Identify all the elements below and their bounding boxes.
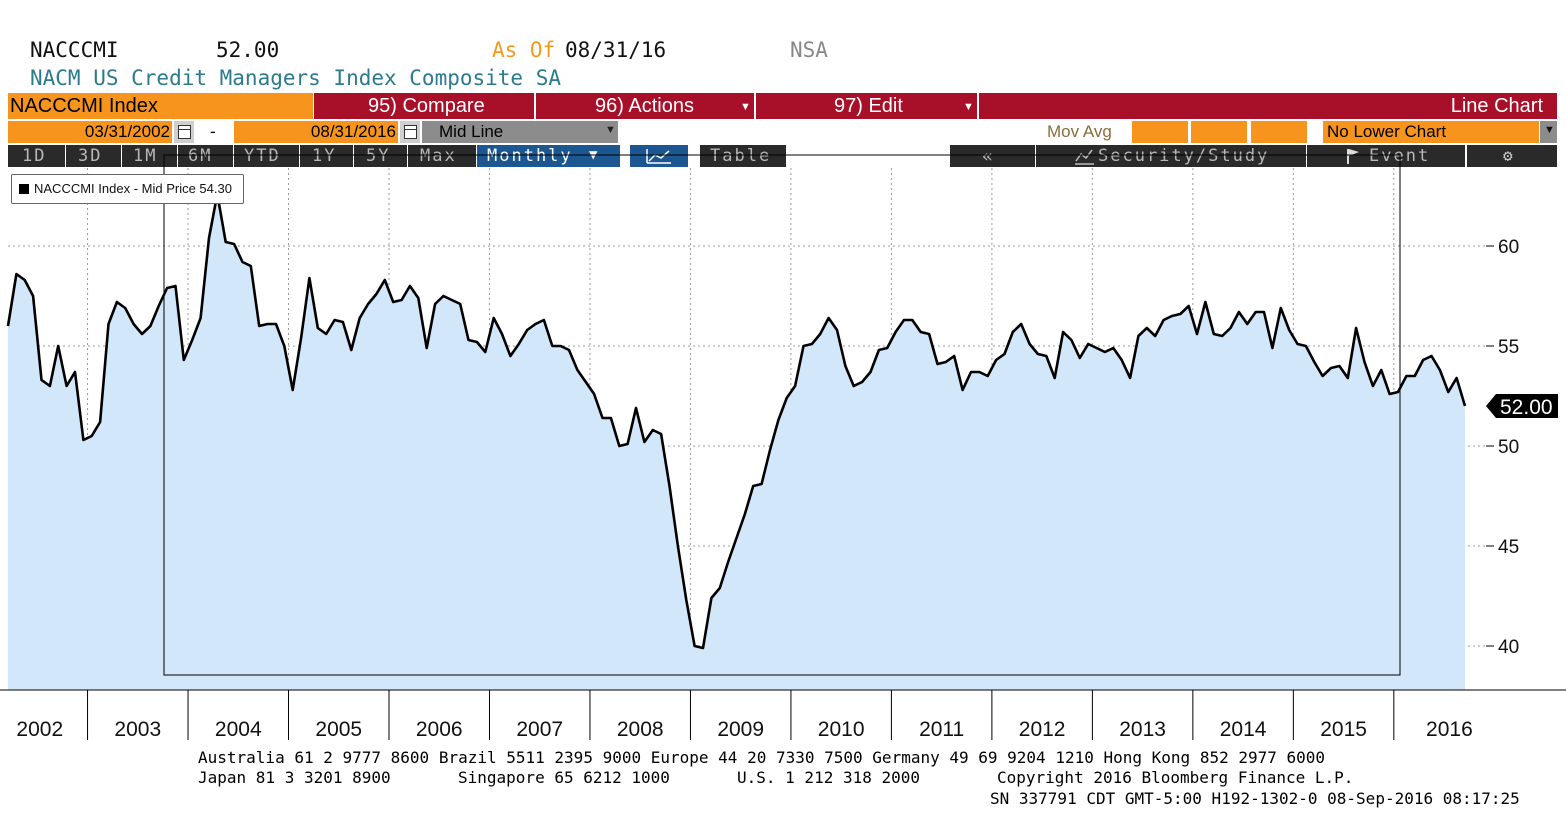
chevron-down-icon: ▼ bbox=[605, 124, 616, 136]
price-field-select[interactable]: Mid Line ▼ bbox=[422, 121, 618, 143]
footer-session: SN 337791 CDT GMT-5:00 H192-1302-0 08-Se… bbox=[990, 789, 1520, 808]
chart-type-label: Line Chart bbox=[979, 93, 1557, 119]
period-3d[interactable]: 3D bbox=[66, 145, 121, 167]
gear-icon: ⚙ bbox=[1503, 146, 1515, 165]
y-axis: 40 45 50 55 60 bbox=[1486, 237, 1519, 658]
x-tick-label: 2013 bbox=[1119, 718, 1166, 741]
grid-lines bbox=[8, 168, 1486, 690]
legend[interactable]: NACCCMI Index - Mid Price 54.30 bbox=[11, 174, 244, 204]
last-value-marker: 52.00 bbox=[1486, 394, 1558, 419]
actions-label: 96) Actions bbox=[595, 95, 694, 117]
y-tick-label: 45 bbox=[1498, 537, 1519, 558]
end-date-text: 08/31/2016 bbox=[310, 122, 396, 141]
chevron-down-icon[interactable]: ▼ bbox=[1540, 121, 1557, 143]
x-tick-label: 2008 bbox=[617, 718, 664, 741]
x-tick-label: 2010 bbox=[818, 718, 865, 741]
mov-avg-period-3[interactable] bbox=[1251, 121, 1307, 143]
settings-button[interactable]: ⚙ bbox=[1467, 145, 1557, 167]
lower-chart-text: No Lower Chart bbox=[1327, 122, 1447, 141]
start-date-text: 03/31/2002 bbox=[84, 122, 170, 141]
date-separator: - bbox=[196, 121, 232, 143]
legend-text: NACCCMI Index - Mid Price 54.30 bbox=[34, 181, 232, 196]
event-button[interactable]: Event bbox=[1307, 145, 1465, 167]
lower-chart-select[interactable]: No Lower Chart bbox=[1323, 121, 1539, 143]
y-tick-label: 50 bbox=[1498, 437, 1519, 458]
back-button[interactable]: « bbox=[950, 145, 1035, 167]
frequency-text: Monthly bbox=[487, 146, 573, 166]
table-button[interactable]: Table bbox=[700, 145, 786, 167]
x-tick-label: 2015 bbox=[1320, 718, 1367, 741]
mov-avg-period-1[interactable] bbox=[1132, 121, 1188, 143]
period-ytd[interactable]: YTD bbox=[234, 145, 299, 167]
compare-label: 95) Compare bbox=[368, 95, 485, 117]
x-tick-label: 2009 bbox=[717, 718, 764, 741]
series-line bbox=[6, 192, 1467, 650]
calendar-icon[interactable] bbox=[400, 121, 420, 143]
x-tick-label: 2003 bbox=[114, 718, 161, 741]
footer-us: U.S. 1 212 318 2000 bbox=[737, 768, 921, 787]
chevron-down-icon: ▼ bbox=[740, 101, 751, 113]
period-6m[interactable]: 6M bbox=[178, 145, 233, 167]
x-tick-label: 2014 bbox=[1220, 718, 1267, 741]
frequency-select[interactable]: Monthly ▼ bbox=[477, 145, 620, 167]
flag-icon bbox=[1347, 149, 1359, 164]
edit-menu[interactable]: 97) Edit ▼ bbox=[756, 93, 977, 119]
chart-style-button[interactable] bbox=[630, 145, 688, 167]
x-tick-label: 2002 bbox=[16, 718, 63, 741]
last-value: 52.00 bbox=[216, 38, 280, 62]
footer-copyright: Copyright 2016 Bloomberg Finance L.P. bbox=[997, 768, 1354, 787]
period-1d[interactable]: 1D bbox=[8, 145, 65, 167]
study-icon bbox=[1075, 149, 1094, 165]
x-tick-label: 2005 bbox=[315, 718, 362, 741]
mov-avg-label: Mov Avg bbox=[1040, 121, 1130, 143]
x-tick-label: 2012 bbox=[1019, 718, 1066, 741]
edit-label: 97) Edit bbox=[834, 95, 903, 117]
chevron-down-icon: ▼ bbox=[963, 101, 974, 113]
y-tick-label: 55 bbox=[1498, 337, 1519, 358]
last-value-label: 52.00 bbox=[1500, 396, 1553, 419]
footer-singapore: Singapore 65 6212 1000 bbox=[458, 768, 670, 787]
as-of-label: As Of bbox=[492, 38, 556, 62]
actions-menu[interactable]: 96) Actions ▼ bbox=[536, 93, 754, 119]
security-field[interactable]: NACCCMI Index bbox=[8, 93, 313, 119]
security-study-button[interactable]: Security/Study bbox=[1036, 145, 1306, 167]
line-chart-icon bbox=[646, 149, 671, 164]
calendar-icon[interactable] bbox=[174, 121, 194, 143]
period-max[interactable]: Max bbox=[408, 145, 476, 167]
y-tick-label: 60 bbox=[1498, 237, 1519, 258]
y-tick-label: 40 bbox=[1498, 637, 1519, 658]
legend-swatch bbox=[19, 184, 29, 194]
start-date-field[interactable]: 03/31/2002 bbox=[8, 121, 172, 143]
last-value-tag bbox=[1486, 394, 1558, 418]
area-fill bbox=[8, 194, 1465, 690]
x-tick-label: 2016 bbox=[1426, 718, 1473, 741]
price-field-text: Mid Line bbox=[439, 122, 504, 141]
ticker-label: NACCCMI bbox=[30, 38, 119, 62]
chevron-down-icon: ▼ bbox=[589, 147, 600, 163]
x-tick-label: 2006 bbox=[416, 718, 463, 741]
period-1m[interactable]: 1M bbox=[122, 145, 177, 167]
end-date-field[interactable]: 08/31/2016 bbox=[234, 121, 398, 143]
x-tick-label: 2004 bbox=[215, 718, 262, 741]
security-field-text: NACCCMI Index bbox=[10, 95, 158, 117]
adjust-flag: NSA bbox=[790, 38, 828, 62]
zoom-selection-box bbox=[163, 154, 1401, 676]
footer-japan: Japan 81 3 3201 8900 bbox=[198, 768, 391, 787]
chart-type-text: Line Chart bbox=[1450, 95, 1543, 117]
period-1y[interactable]: 1Y bbox=[300, 145, 353, 167]
compare-button[interactable]: 95) Compare bbox=[314, 93, 534, 119]
x-axis: 2002 2003 2004 2005 2006 2007 2008 2009 2010 2011… bbox=[0, 689, 1566, 741]
x-tick-label: 2011 bbox=[919, 718, 964, 741]
as-of-date: 08/31/16 bbox=[565, 38, 667, 62]
footer-phones-1: Australia 61 2 9777 8600 Brazil 5511 239… bbox=[198, 748, 1326, 767]
mov-avg-period-2[interactable] bbox=[1191, 121, 1247, 143]
x-tick-label: 2007 bbox=[516, 718, 563, 741]
period-5y[interactable]: 5Y bbox=[354, 145, 407, 167]
security-description: NACM US Credit Managers Index Composite … bbox=[30, 66, 562, 90]
